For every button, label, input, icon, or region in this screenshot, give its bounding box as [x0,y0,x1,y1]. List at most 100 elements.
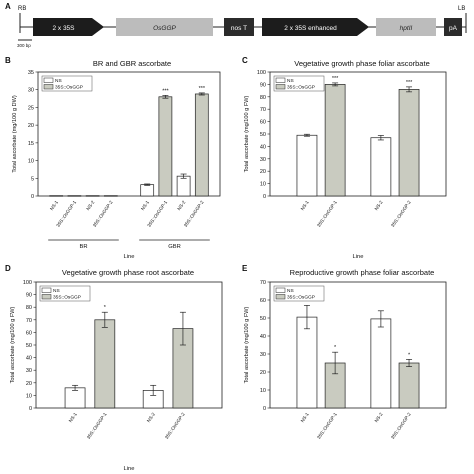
bar-b-35s-osggp-1 [67,195,82,197]
significance-marker: *** [162,88,169,94]
y-tick-label: 0 [263,406,266,412]
legend-entry: NS [55,78,62,84]
chart-panel-e: E Reproductive growth phase foliar ascor… [242,264,447,440]
legend-swatch [275,294,286,300]
y-tick-label: 60 [260,298,266,304]
y-tick-label: 20 [28,123,34,129]
bar-b-35s-osggp-1 [158,96,173,197]
x-tick-label: 35S::OsGGP-1 [146,199,168,228]
x-tick-label: 35S::OsGGP-1 [316,199,338,228]
chart-title-d: Vegetative growth phase root ascorbate [62,268,194,277]
legend-swatch [41,294,52,300]
error-bar [180,173,187,179]
plot-frame-b [37,71,221,197]
y-axis-label-e: Total ascorbate (mg/100 g FW) [244,306,250,383]
y-axis-label-d: Total ascorbate (mg/100 g FW) [10,306,16,383]
y-tick-label: 30 [260,352,266,358]
bar-b-ns-1 [140,184,155,197]
y-tick-label: 100 [257,70,266,76]
significance-marker: * [408,352,411,358]
x-tick-label: 35S::OsGGP-2 [390,199,412,228]
y-axis-label-c: Total ascorbate (mg/100 g FW) [244,95,250,172]
legend-entry: 35S::OsGGP [287,85,315,91]
significance-marker: * [334,345,337,351]
x-tick-label: NS-1 [140,199,150,211]
significance-marker: *** [199,86,206,92]
error-bar [303,133,310,137]
y-tick-label: 90 [26,293,32,299]
x-tick-label: 35S::OsGGP-1 [55,199,77,228]
bar-c-35s-osggp-2 [398,89,420,197]
error-bar [406,86,413,93]
bar-b-35s-osggp-2 [194,93,209,197]
lb-label: LB [458,6,465,12]
panel-label-e: E [242,264,248,273]
x-tick-label: NS-1 [49,199,59,211]
y-tick-label: 20 [260,169,266,175]
y-tick-label: 40 [260,334,266,340]
y-tick-label: 70 [260,107,266,113]
y-tick-label: 10 [28,159,34,165]
chart-title-c: Vegetative growth phase foliar ascorbate [294,59,430,68]
bar-b-35s-osggp-2 [103,195,118,197]
error-bar [150,384,157,396]
error-bar [162,95,169,99]
error-bar [101,311,108,328]
error-bar [198,92,205,96]
y-tick-label: 30 [26,368,32,374]
panel-label-c: C [242,56,248,65]
significance-marker: *** [406,80,413,86]
construct-osggp-label: OsGGP [153,25,176,32]
legend-swatch [275,77,286,83]
construct-pa-shape [444,18,462,36]
error-bar [303,305,310,330]
chart-title-e: Reproductive growth phase foliar ascorba… [290,268,435,277]
error-bar [144,183,151,186]
y-tick-label: 35 [28,70,34,76]
rb-label: RB [18,6,26,12]
error-bar [332,82,339,87]
y-tick-label: 60 [26,330,32,336]
scale-bar-label: 300 bp [17,43,31,48]
y-tick-label: 90 [260,82,266,88]
y-tick-label: 10 [26,393,32,399]
x-axis-label-c: Line [353,254,364,260]
legend-swatch [275,84,286,90]
construct-nos-t-shape [224,18,254,36]
x-tick-label: 35S::OsGGP-2 [390,411,412,440]
x-axis-label-b: Line [124,254,135,260]
bar-c-35s-osggp-1 [324,84,346,197]
bar-d-35s-osggp-1 [94,319,116,409]
legend-entry: NS [287,288,294,294]
y-tick-label: 10 [260,388,266,394]
x-tick-label: NS-2 [374,199,384,211]
plot-frame-e [269,281,447,409]
legend-entry: NS [287,78,294,84]
group-label-gbr: GBR [168,244,181,250]
error-bar [332,351,339,375]
legend-entry: 35S::OsGGP [287,295,315,301]
construct-2-x-35s-label: 2 x 35S [52,25,75,32]
x-tick-label: NS-2 [146,411,156,423]
group-label-br: BR [79,244,87,250]
y-tick-label: 30 [260,157,266,163]
error-bar [72,384,79,391]
bar-d-ns-1 [64,387,86,409]
y-axis-label-b: Total ascorbate (mg/100 g DW) [12,95,18,173]
panel-label-b: B [5,56,11,65]
x-tick-label: NS-2 [85,199,95,211]
bar-c-ns-2 [370,137,392,197]
construct-hptii-label: hptII [400,25,413,32]
y-tick-label: 80 [260,95,266,101]
x-tick-label: NS-2 [176,199,186,211]
construct-2-x-35s-enhanced-shape [262,18,369,36]
construct-osggp-shape [116,18,213,36]
construct-2-x-35s-shape [33,18,104,36]
construct-nos-t-label: nos T [231,25,247,32]
y-tick-label: 10 [260,182,266,188]
